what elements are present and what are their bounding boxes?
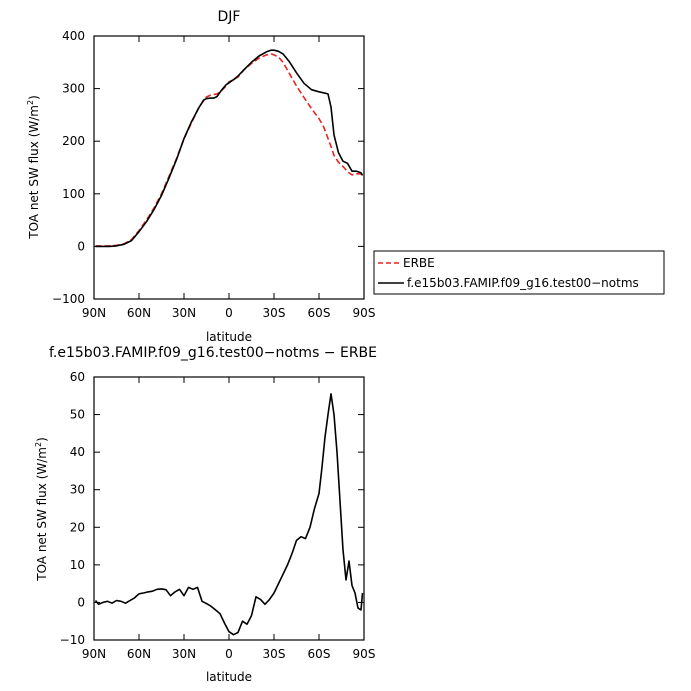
top-chart: DJF 90N 60N 30N 0 30S 60S 90S −100 0 100 200 300 400… bbox=[26, 9, 375, 344]
legend: ERBE f.e15b03.FAMIP.f09_g16.test00−notms bbox=[373, 250, 665, 295]
top-y-axis-title-sup: 2 bbox=[26, 100, 35, 105]
top-plot-area: 90N 60N 30N 0 30S 60S 90S −100 0 100 200 300 400 bbox=[52, 29, 375, 320]
bottom-y-axis-title: TOA net SW flux (W/m2) bbox=[34, 437, 49, 582]
legend-frame bbox=[373, 250, 665, 295]
legend-label-model: f.e15b03.FAMIP.f09_g16.test00−notms bbox=[407, 276, 639, 290]
bottom-y-tick-label: 20 bbox=[70, 520, 85, 534]
top-x-tick-label: 90N bbox=[82, 306, 106, 320]
bottom-x-tick-label: 30S bbox=[263, 647, 286, 661]
bottom-y-tick-label: 50 bbox=[70, 408, 85, 422]
bottom-x-tick-label: 0 bbox=[225, 647, 233, 661]
top-series-line-1 bbox=[95, 49, 364, 248]
bottom-y-tick-label: −10 bbox=[60, 633, 85, 647]
bottom-plot-frame bbox=[93, 376, 365, 641]
top-chart-title: DJF bbox=[218, 9, 241, 25]
bottom-x-tick-label: 30N bbox=[172, 647, 196, 661]
bottom-y-tick-label: 0 bbox=[77, 595, 85, 609]
bottom-x-tick-label: 60N bbox=[127, 647, 151, 661]
top-x-tick-label: 60N bbox=[127, 306, 151, 320]
top-plot-frame bbox=[93, 35, 365, 300]
bottom-y-tick-label: 60 bbox=[70, 370, 85, 384]
legend-label-erbe: ERBE bbox=[403, 256, 435, 270]
top-y-axis-title-end: ) bbox=[27, 95, 41, 100]
bottom-x-tick-label: 60S bbox=[308, 647, 331, 661]
bottom-y-tick-label: 10 bbox=[70, 558, 85, 572]
top-y-tick-label: 400 bbox=[62, 29, 85, 43]
top-y-tick-label: 300 bbox=[62, 82, 85, 96]
bottom-x-tick-label: 90S bbox=[353, 647, 376, 661]
top-y-tick-label: 100 bbox=[62, 187, 85, 201]
top-y-tick-label: 0 bbox=[77, 239, 85, 253]
bottom-x-tick-label: 90N bbox=[82, 647, 106, 661]
top-x-tick-label: 60S bbox=[308, 306, 331, 320]
bottom-chart-title: f.e15b03.FAMIP.f09_g16.test00−notms − ER… bbox=[49, 345, 377, 361]
bottom-series-line-0 bbox=[94, 393, 364, 636]
bottom-y-axis-title-sup: 2 bbox=[34, 442, 43, 447]
top-y-axis-title-main: TOA net SW flux (W/m bbox=[27, 105, 41, 240]
bottom-y-axis-title-main: TOA net SW flux (W/m bbox=[35, 447, 49, 582]
top-series-line-0 bbox=[95, 53, 364, 247]
bottom-y-axis-title-end: ) bbox=[35, 437, 49, 442]
top-x-tick-label: 30N bbox=[172, 306, 196, 320]
bottom-plot-area: 90N 60N 30N 0 30S 60S 90S −10 0 10 20 30 40 50 60 bbox=[60, 370, 376, 661]
top-x-tick-label: 30S bbox=[263, 306, 286, 320]
top-x-tick-label: 90S bbox=[353, 306, 376, 320]
top-x-axis-title: latitude bbox=[206, 330, 252, 344]
bottom-y-tick-label: 40 bbox=[70, 445, 85, 459]
bottom-chart: f.e15b03.FAMIP.f09_g16.test00−notms − ER… bbox=[34, 345, 377, 684]
bottom-y-tick-label: 30 bbox=[70, 483, 85, 497]
bottom-x-axis-title: latitude bbox=[206, 670, 252, 684]
top-y-tick-label: −100 bbox=[52, 292, 85, 306]
top-y-tick-label: 200 bbox=[62, 134, 85, 148]
top-y-axis-title: TOA net SW flux (W/m2) bbox=[26, 95, 41, 240]
top-x-tick-label: 0 bbox=[225, 306, 233, 320]
